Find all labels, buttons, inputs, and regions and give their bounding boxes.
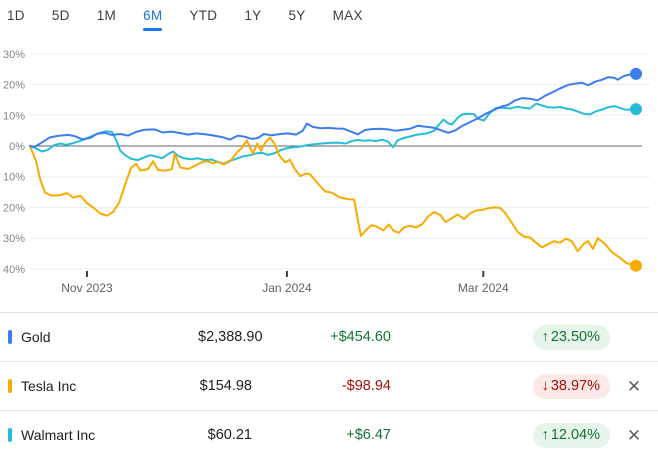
series-color-indicator: [8, 330, 12, 344]
percent-change-value: 38.97%: [550, 377, 600, 394]
series-end-dot-tesla-inc: [630, 259, 642, 272]
price-value: $2,388.90: [198, 329, 263, 345]
comparison-chart[interactable]: 30% 20% 10% 0% 10% 20% 30% 40% Nov 2023 Jan 2024 M…: [0, 40, 658, 298]
instrument-name: Walmart Inc: [21, 427, 96, 443]
y-axis-label: 10%: [3, 110, 25, 122]
series-end-dot-walmart-inc: [630, 103, 642, 116]
remove-comparison-button[interactable]: ✕: [621, 376, 647, 397]
percent-change-value: 12.04%: [550, 426, 600, 443]
y-axis-label: 30%: [3, 233, 25, 245]
tab-6m[interactable]: 6M: [143, 8, 162, 31]
comparison-legend-table: Gold $2,388.90 +$454.60 ↑ 23.50% Tesla I…: [0, 312, 658, 459]
tab-1d[interactable]: 1D: [7, 8, 25, 31]
price-value: $154.98: [199, 378, 252, 394]
tab-ytd[interactable]: YTD: [189, 8, 217, 31]
series-color-indicator: [8, 379, 12, 393]
price-value: $60.21: [207, 427, 252, 443]
percent-change-badge: ↓ 38.97%: [532, 373, 610, 399]
price-change: -$98.94: [341, 378, 391, 394]
price-change: +$454.60: [330, 329, 391, 345]
price-change: +$6.47: [346, 427, 391, 443]
y-axis-label: 40%: [3, 264, 25, 276]
instrument-name: Tesla Inc: [21, 378, 77, 394]
tab-1y[interactable]: 1Y: [244, 8, 261, 31]
tab-1m[interactable]: 1M: [97, 8, 116, 31]
legend-row-tesla[interactable]: Tesla Inc $154.98 -$98.94 ↓ 38.97% ✕: [0, 361, 658, 410]
series-color-indicator: [8, 428, 12, 442]
tab-5d[interactable]: 5D: [52, 8, 70, 31]
legend-row-walmart[interactable]: Walmart Inc $60.21 +$6.47 ↑ 12.04% ✕: [0, 410, 658, 459]
time-range-tabs: 1D 5D 1M 6M YTD 1Y 5Y MAX: [0, 0, 658, 40]
remove-comparison-button[interactable]: ✕: [621, 425, 647, 446]
legend-row-gold[interactable]: Gold $2,388.90 +$454.60 ↑ 23.50%: [0, 312, 658, 361]
y-axis-label: 30%: [3, 49, 25, 61]
y-axis-label: 20%: [3, 202, 25, 214]
y-axis-label: 10%: [3, 172, 25, 184]
series-end-dot-gold: [630, 67, 642, 80]
percent-change-badge: ↑ 12.04%: [532, 422, 610, 448]
percent-change-badge: ↑ 23.50%: [532, 324, 610, 350]
tab-max[interactable]: MAX: [333, 8, 363, 31]
y-axis-label: 0%: [9, 141, 25, 153]
y-axis-label: 20%: [3, 80, 25, 92]
series-line-gold: [29, 72, 637, 148]
series-line-walmart-inc: [29, 102, 637, 165]
up-arrow-icon: ↑: [541, 328, 549, 345]
x-axis-label: Nov 2023: [61, 281, 113, 295]
percent-change-value: 23.50%: [550, 328, 600, 345]
tab-5y[interactable]: 5Y: [288, 8, 305, 31]
instrument-name: Gold: [21, 329, 51, 345]
x-axis-label: Jan 2024: [262, 281, 312, 295]
down-arrow-icon: ↓: [541, 377, 549, 394]
up-arrow-icon: ↑: [541, 426, 549, 443]
series-line-tesla-inc: [29, 136, 637, 267]
x-axis-label: Mar 2024: [458, 281, 509, 295]
